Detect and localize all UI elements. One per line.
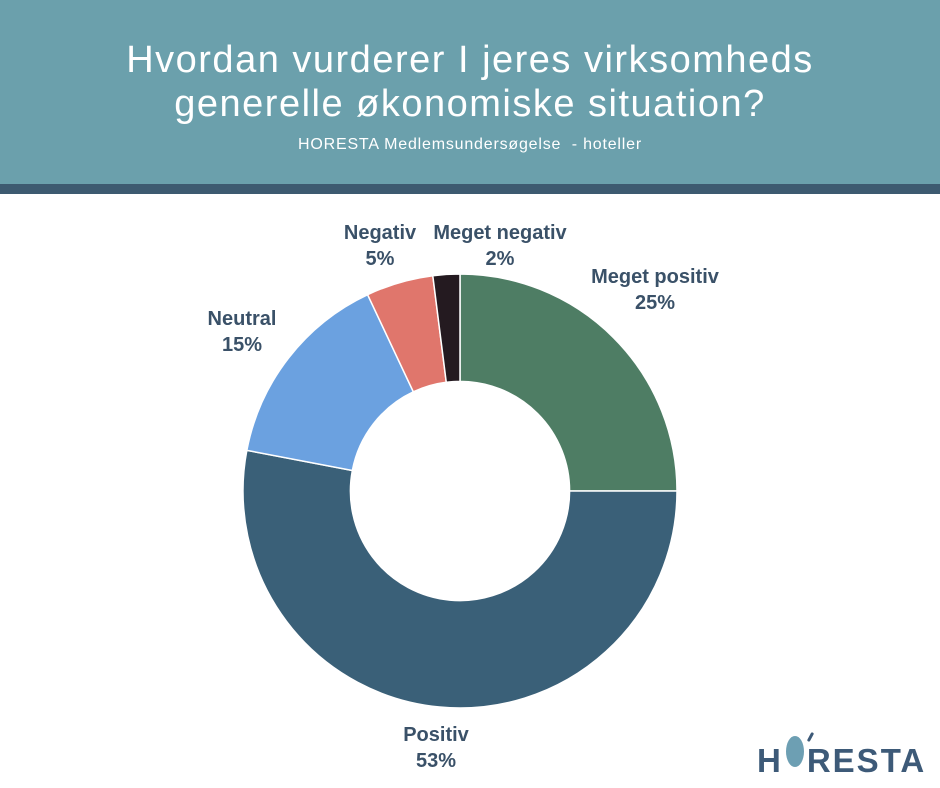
donut-slice-meget-positiv — [459, 273, 678, 492]
slice-label-neutral: Neutral 15% — [162, 306, 322, 358]
donut-chart-svg — [242, 273, 678, 709]
slice-label-pct: 2% — [485, 248, 515, 270]
header-accent-bar — [0, 184, 940, 194]
slice-label-pct: 15% — [221, 334, 263, 356]
slice-label-text: Meget negativ — [433, 222, 567, 244]
page-header: Hvordan vurderer I jeres virksomheds gen… — [0, 0, 940, 184]
slice-label-pct: 5% — [365, 248, 395, 270]
slice-label-pct: 25% — [634, 292, 676, 314]
donut-slice-meget-negativ — [431, 273, 461, 384]
slice-label-meget-positiv: Meget positiv 25% — [565, 264, 745, 316]
horesta-logo: H RESTA — [757, 720, 924, 779]
donut-chart — [242, 273, 678, 709]
donut-slice-neutral — [245, 293, 415, 472]
slice-label-text: Negativ — [343, 222, 417, 244]
slice-label-meget-negativ: Meget negativ 2% — [415, 220, 585, 272]
slice-label-pct: 53% — [415, 750, 457, 772]
donut-slice-positiv — [242, 449, 678, 709]
page-title: Hvordan vurderer I jeres virksomheds gen… — [0, 38, 940, 126]
slice-label-negativ: Negativ 5% — [300, 220, 460, 272]
chart-subtitle: HORESTA Medlemsundersøgelse - hoteller — [298, 136, 642, 153]
slice-label-positiv: Positiv 53% — [356, 722, 516, 774]
logo-ring-o-icon — [785, 736, 804, 767]
logo-letter-h: H — [757, 742, 783, 779]
slice-label-text: Positiv — [403, 724, 469, 746]
logo-letters-resta: RESTA — [806, 742, 927, 779]
slice-label-text: Meget positiv — [591, 266, 719, 288]
page-title-line2: generelle økonomiske situation? — [174, 83, 766, 125]
slice-label-text: Neutral — [207, 308, 277, 330]
page-title-line1: Hvordan vurderer I jeres virksomheds — [126, 39, 814, 81]
